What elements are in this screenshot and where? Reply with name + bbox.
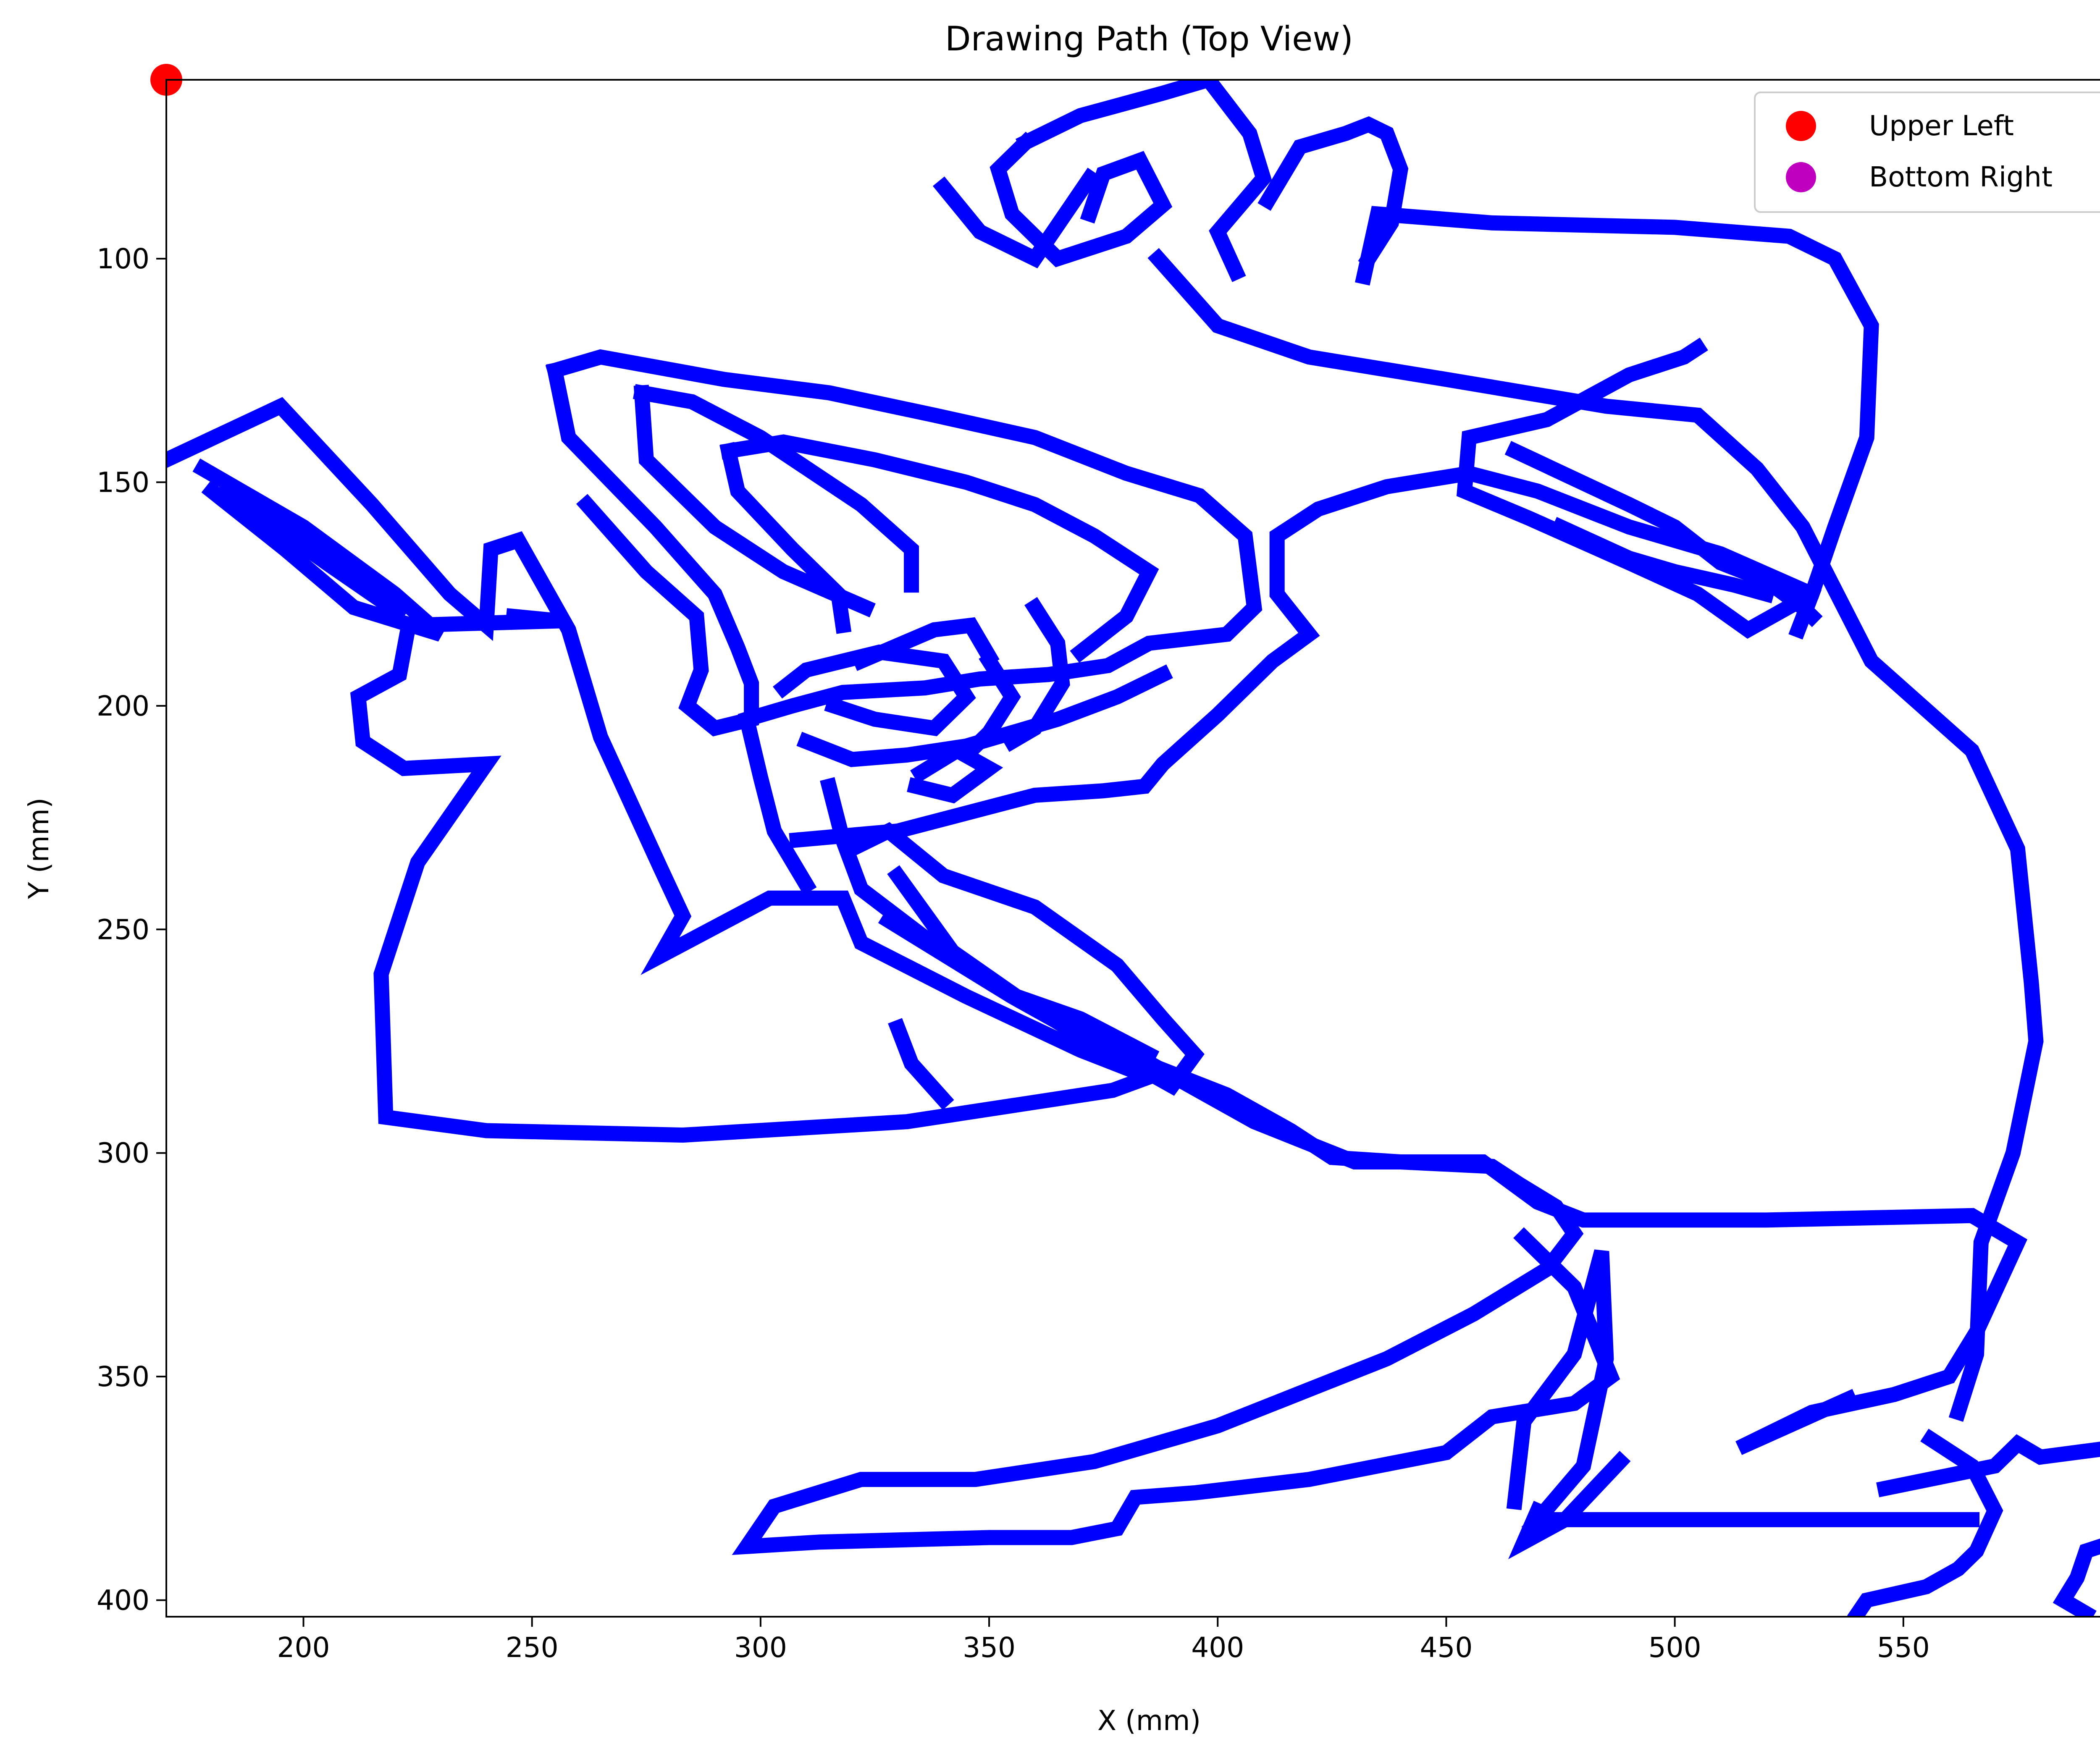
y-axis-label: Y (mm) <box>23 797 55 899</box>
legend-box <box>1754 92 2100 213</box>
drawing-path-segment-28 <box>932 168 1100 269</box>
legend-marker-bottom-right <box>1786 162 1816 192</box>
x-axis-label: X (mm) <box>1097 1704 1201 1737</box>
y-tick-label: 350 <box>97 1361 150 1393</box>
drawing-path-segment-33 <box>1550 517 1776 603</box>
drawing-path-segment-30 <box>1355 206 1879 639</box>
drawing-path-segment-1 <box>192 458 446 642</box>
drawing-path-segment-21 <box>1506 1249 1980 1527</box>
drawing-path-segment-18 <box>820 777 1178 1083</box>
drawing-path-segment-5 <box>633 384 919 593</box>
x-tick-label: 450 <box>1420 1631 1473 1664</box>
drawing-path-segment-20 <box>1148 1057 2028 1455</box>
x-tick-label: 550 <box>1877 1631 1930 1664</box>
drawing-path-segment-2 <box>215 480 409 623</box>
drawing-path-segment-27 <box>990 131 1173 267</box>
legend-label-upper-left: Upper Left <box>1869 110 2014 142</box>
y-tick-label: 100 <box>97 243 150 275</box>
chart-title: Drawing Path (Top View) <box>945 19 1353 58</box>
y-tick-label: 200 <box>97 690 150 722</box>
y-tick-label: 400 <box>97 1584 150 1617</box>
drawing-path-group <box>166 80 2100 1617</box>
drawing-path-segment-8 <box>719 442 852 634</box>
x-tick-label: 300 <box>734 1631 787 1664</box>
drawing-path-segment-6 <box>633 385 876 618</box>
x-tick-label: 250 <box>506 1631 559 1664</box>
legend: Upper Left Bottom Right <box>1754 92 2100 213</box>
drawing-path-segment-24 <box>1508 1451 1631 1560</box>
plot-frame <box>165 79 2100 1618</box>
y-tick-label: 150 <box>97 466 150 498</box>
drawing-path-segment-0 <box>166 397 1171 1143</box>
legend-label-bottom-right: Bottom Right <box>1869 161 2053 193</box>
drawing-path-segment-9 <box>773 644 976 737</box>
x-tick-label: 350 <box>963 1631 1016 1664</box>
drawing-path-segment-29 <box>1147 248 2044 1422</box>
drawing-path-segment-3 <box>545 349 1263 895</box>
legend-marker-upper-left <box>1786 111 1816 141</box>
drawing-path-segment-15 <box>789 465 1822 848</box>
y-ticks: 100 150 200 250 300 350 400 <box>97 243 166 1617</box>
x-ticks: 200250300350400450500550600 <box>277 1617 1930 1664</box>
drawing-path-segment-32 <box>1504 440 1823 627</box>
y-tick-label: 300 <box>97 1137 150 1169</box>
drawing-path-segment-25 <box>888 1018 954 1110</box>
y-tick-label: 250 <box>97 913 150 946</box>
drawing-path-segment-14 <box>796 664 1173 767</box>
drawing-path-segment-10 <box>851 617 1000 671</box>
plot-layer <box>150 64 2100 1617</box>
drawing-path-segment-4 <box>546 361 759 737</box>
drawing-path-segment-31 <box>1257 116 1409 269</box>
x-tick-label: 200 <box>277 1631 330 1664</box>
drawing-path-segment-7 <box>720 434 1159 663</box>
x-tick-label: 500 <box>1648 1631 1701 1664</box>
x-tick-label: 400 <box>1191 1631 1244 1664</box>
drawing-path-segment-12 <box>907 742 1003 804</box>
drawing-path-segment-26 <box>1016 80 1272 282</box>
drawing-path-segment-23 <box>1876 1434 2100 1617</box>
